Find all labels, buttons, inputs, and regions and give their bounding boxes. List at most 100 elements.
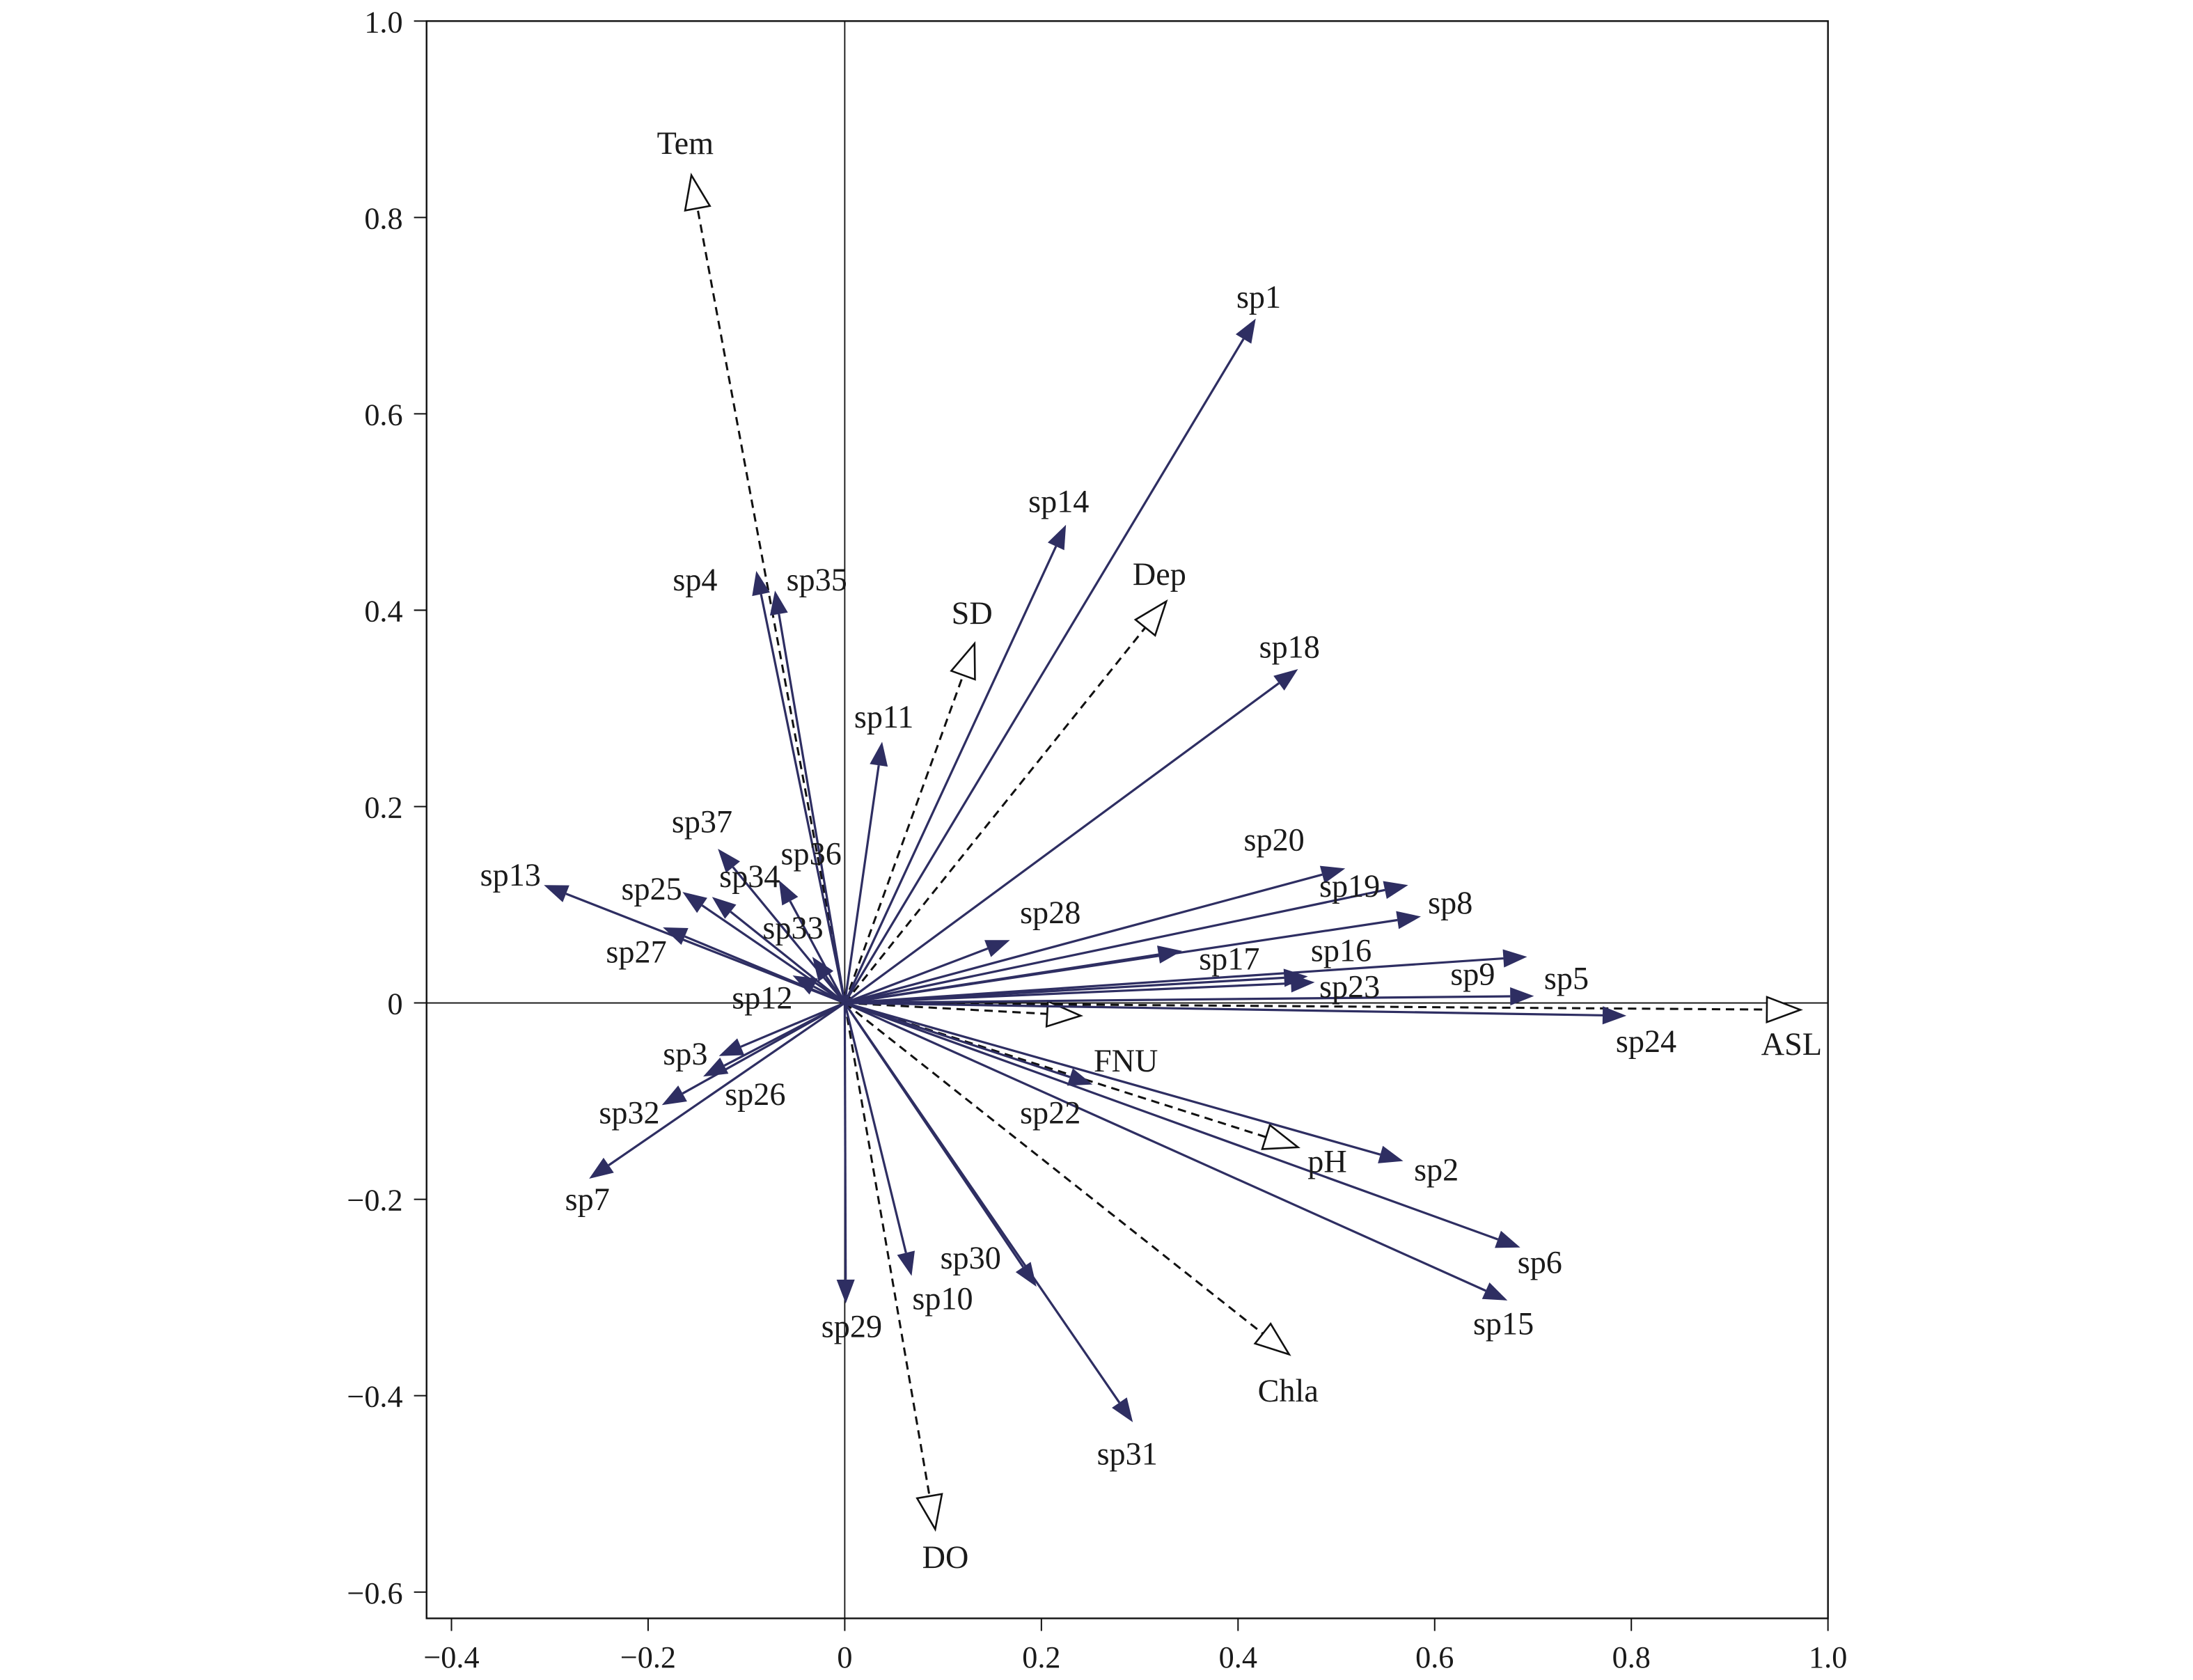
species-arrowhead-sp31 xyxy=(1112,1397,1133,1422)
species-vector-sp5 xyxy=(844,995,1511,1005)
env-label-ASL: ASL xyxy=(1761,1026,1822,1062)
species-arrowhead-sp17 xyxy=(1157,945,1182,964)
species-vector-sp33 xyxy=(825,975,846,1004)
species-arrowhead-sp28 xyxy=(984,940,1010,957)
y-tick-label: −0.2 xyxy=(347,1184,402,1218)
x-tick-label: −0.4 xyxy=(423,1640,479,1674)
species-vector-sp11 xyxy=(843,764,880,1003)
species-label-sp13: sp13 xyxy=(480,857,541,893)
species-label-sp4: sp4 xyxy=(673,562,717,597)
env-vector-Dep xyxy=(844,627,1147,1004)
species-arrowhead-sp36 xyxy=(778,880,799,906)
species-vector-sp7 xyxy=(608,1002,846,1166)
species-arrowhead-sp37 xyxy=(718,849,740,873)
y-tick-label: 0.6 xyxy=(364,398,402,432)
species-label-sp24: sp24 xyxy=(1616,1023,1676,1059)
env-label-Chla: Chla xyxy=(1258,1373,1319,1408)
environment-vectors xyxy=(684,173,1803,1532)
species-vector-sp36 xyxy=(789,900,846,1004)
species-vector-sp29 xyxy=(843,1003,847,1280)
species-label-sp10: sp10 xyxy=(912,1280,973,1316)
species-arrowhead-sp5 xyxy=(1510,987,1534,1006)
species-arrowhead-sp19 xyxy=(1383,881,1408,900)
species-vector-sp27 xyxy=(684,935,846,1005)
x-tick-label: 0 xyxy=(837,1640,852,1674)
species-label-sp26: sp26 xyxy=(725,1076,785,1112)
species-label-sp18: sp18 xyxy=(1259,629,1320,664)
env-arrowhead-Tem xyxy=(684,173,712,212)
species-label-sp33: sp33 xyxy=(762,910,823,945)
species-arrowhead-sp22 xyxy=(1067,1068,1093,1086)
species-arrowhead-sp27 xyxy=(663,927,689,945)
species-arrowhead-sp2 xyxy=(1378,1145,1404,1163)
axes: −0.4 −0.2 0 0.2 0.4 0.6 0.8 1.0 −0.6 −0.4 −0.2 0 0.2… xyxy=(347,5,1847,1674)
env-arrowhead-ASL xyxy=(1766,996,1803,1024)
species-label-sp16: sp16 xyxy=(1311,932,1371,968)
species-label-sp36: sp36 xyxy=(781,836,842,872)
env-arrowhead-FNU xyxy=(1045,1000,1084,1028)
species-arrowhead-sp14 xyxy=(1047,524,1067,551)
y-tick-label: 1.0 xyxy=(364,5,402,39)
x-tick-label: −0.2 xyxy=(620,1640,676,1674)
vector-labels: Tem SD Dep ASL FNU pH Chla DO sp1 sp14 sp18 sp11 sp4… xyxy=(480,125,1822,1575)
species-arrowhead-sp13 xyxy=(544,885,569,902)
species-label-sp28: sp28 xyxy=(1020,895,1080,930)
x-tick-label: 0.2 xyxy=(1022,1640,1060,1674)
species-vector-sp19 xyxy=(844,888,1385,1005)
species-vector-sp14 xyxy=(843,546,1058,1004)
env-vector-SD xyxy=(843,675,964,1004)
y-tick-label: 0.8 xyxy=(364,201,402,235)
species-arrowhead-sp9 xyxy=(1502,949,1527,968)
env-arrowhead-SD xyxy=(950,641,976,681)
species-arrowhead-sp15 xyxy=(1481,1282,1508,1301)
species-vector-sp1 xyxy=(844,338,1245,1004)
species-arrowhead-sp7 xyxy=(589,1157,614,1179)
species-arrowhead-sp1 xyxy=(1235,318,1256,344)
species-vector-sp18 xyxy=(844,682,1280,1004)
env-arrowhead-Chla xyxy=(1253,1322,1291,1356)
x-tick-label: 0.6 xyxy=(1415,1640,1454,1674)
species-label-sp35: sp35 xyxy=(787,562,847,597)
species-arrowhead-sp30 xyxy=(1015,1262,1037,1287)
x-tick-label: 0.4 xyxy=(1219,1640,1257,1674)
species-arrowhead-sp29 xyxy=(836,1279,855,1304)
species-vector-sp25 xyxy=(701,904,846,1004)
species-vectors xyxy=(544,318,1627,1422)
species-label-sp7: sp7 xyxy=(565,1182,610,1217)
env-label-Tem: Tem xyxy=(657,125,714,161)
species-arrowhead-sp25 xyxy=(682,892,707,913)
species-vector-sp28 xyxy=(844,947,989,1005)
x-tick-label: 0.8 xyxy=(1612,1640,1651,1674)
species-vector-sp23 xyxy=(844,982,1291,1005)
species-label-sp34: sp34 xyxy=(719,858,780,894)
env-label-pH: pH xyxy=(1307,1144,1346,1179)
species-vector-sp35 xyxy=(778,613,846,1003)
species-label-sp32: sp32 xyxy=(599,1094,659,1130)
species-label-sp14: sp14 xyxy=(1028,483,1089,519)
species-label-sp29: sp29 xyxy=(822,1309,882,1344)
species-vector-sp12 xyxy=(812,985,846,1004)
species-vector-sp15 xyxy=(844,1002,1486,1292)
species-label-sp20: sp20 xyxy=(1244,822,1305,858)
species-label-sp12: sp12 xyxy=(732,980,792,1016)
species-vector-sp17 xyxy=(844,953,1159,1005)
species-label-sp27: sp27 xyxy=(606,934,666,969)
species-vector-sp22 xyxy=(844,1002,1071,1078)
species-label-sp6: sp6 xyxy=(1518,1244,1562,1280)
species-vector-sp6 xyxy=(844,1002,1499,1241)
env-vector-DO xyxy=(843,1003,931,1497)
species-vector-sp2 xyxy=(844,1001,1381,1156)
species-label-sp1: sp1 xyxy=(1236,279,1281,315)
species-label-sp3: sp3 xyxy=(663,1036,707,1071)
species-arrowhead-sp11 xyxy=(870,741,888,767)
species-label-sp2: sp2 xyxy=(1414,1152,1459,1188)
species-vector-sp9 xyxy=(844,957,1504,1005)
species-label-sp19: sp19 xyxy=(1319,868,1380,904)
species-label-sp31: sp31 xyxy=(1097,1436,1158,1471)
species-vector-sp24 xyxy=(844,1001,1603,1016)
species-label-sp22: sp22 xyxy=(1020,1094,1080,1130)
species-arrowhead-sp3 xyxy=(718,1038,745,1056)
species-vector-sp37 xyxy=(732,866,846,1004)
species-label-sp15: sp15 xyxy=(1473,1306,1534,1342)
